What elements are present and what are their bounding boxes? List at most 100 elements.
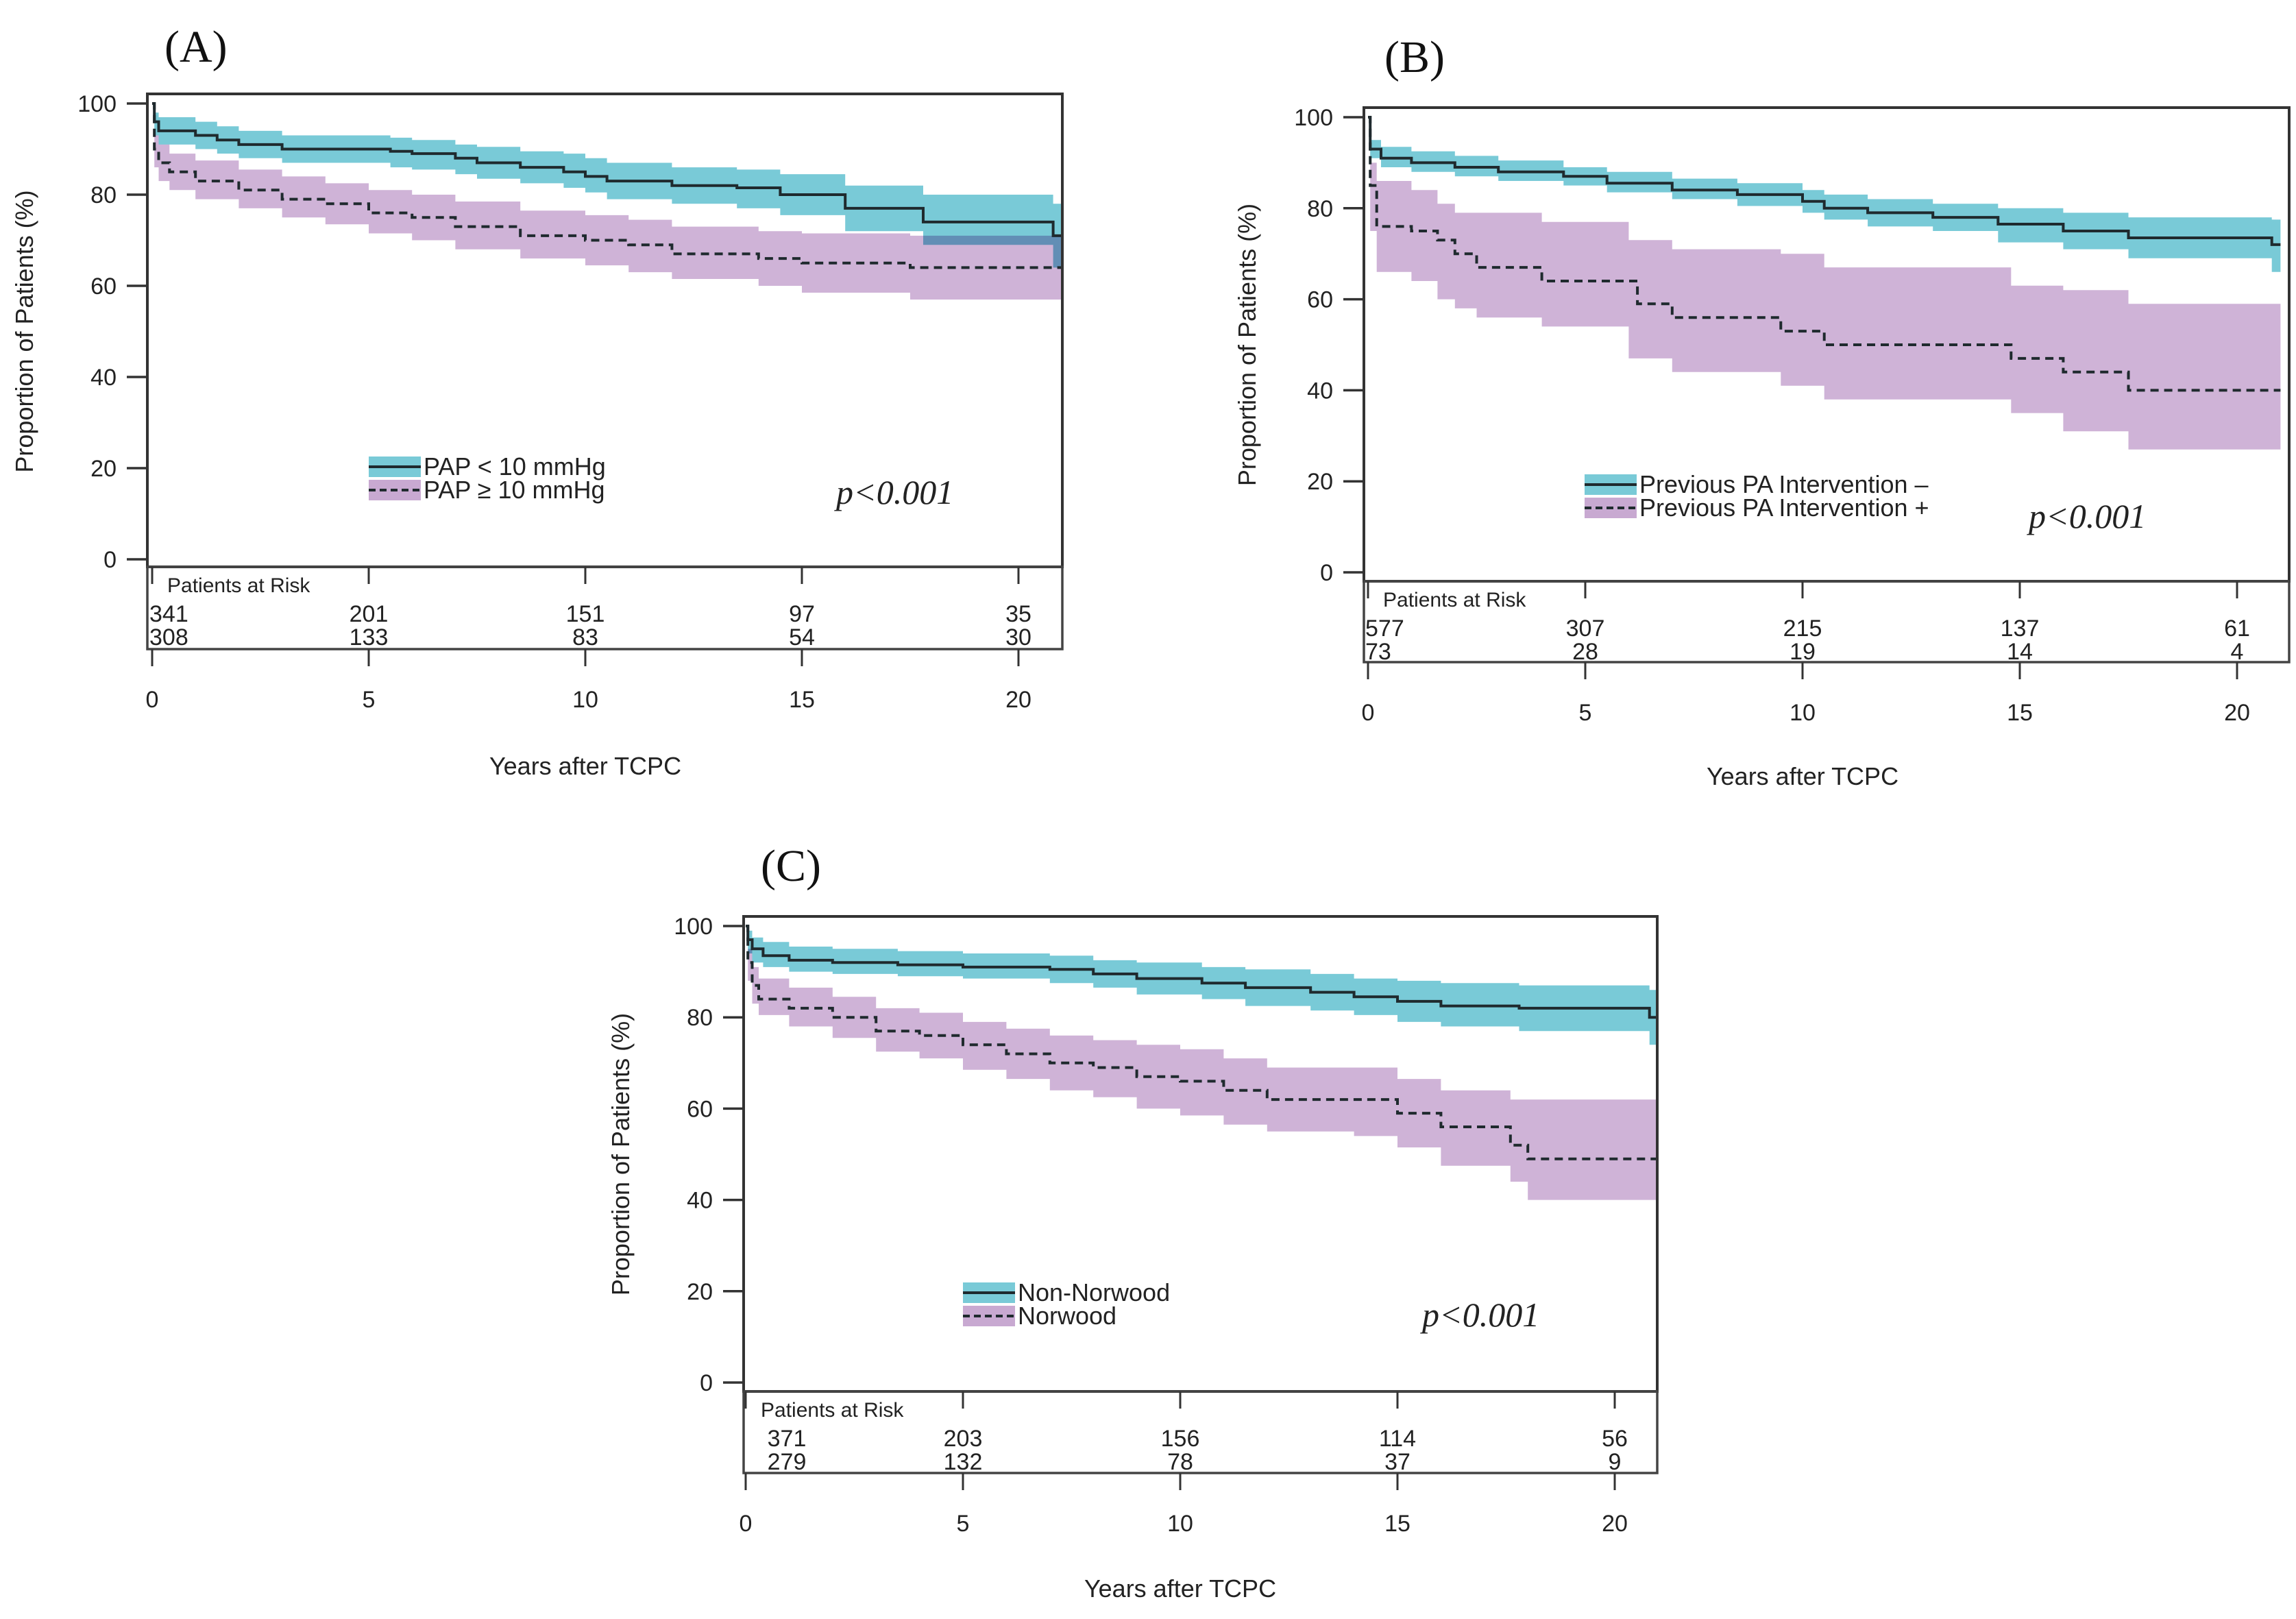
risk-table-title: Patients at Risk [167, 574, 310, 597]
plot-area [1368, 116, 2281, 450]
legend: Previous PA Intervention –Previous PA In… [1585, 470, 1929, 522]
p-value: p<0.001 [834, 473, 953, 511]
y-tick-label: 80 [687, 1005, 713, 1031]
risk-count: 14 [2007, 639, 2033, 665]
x-axis-title: Years after TCPC [489, 752, 681, 780]
ci-band-1 [152, 104, 1062, 268]
legend-label-1: Non-Norwood [1018, 1278, 1170, 1306]
x-tick-label: 20 [1602, 1511, 1628, 1537]
risk-count: 4 [2231, 639, 2244, 665]
ci-band-1 [746, 926, 1657, 1045]
risk-count: 83 [572, 624, 598, 650]
x-tick-label: 0 [740, 1511, 753, 1537]
ci-band-2 [152, 104, 1062, 300]
x-tick-label: 15 [1384, 1511, 1410, 1537]
x-tick-label: 15 [789, 687, 815, 713]
risk-count: 54 [789, 624, 815, 650]
y-tick-label: 80 [1307, 196, 1333, 222]
y-tick-label: 80 [90, 182, 117, 208]
survival-line-2 [1368, 116, 2281, 392]
legend-label-2: PAP ≥ 10 mmHg [424, 476, 605, 504]
legend-label-2: Previous PA Intervention + [1639, 494, 1929, 522]
risk-count: 78 [1167, 1449, 1193, 1475]
survival-line-1 [1368, 116, 2281, 246]
y-tick-label: 20 [687, 1279, 713, 1305]
panel-label: (A) [164, 22, 228, 72]
legend-label-1: PAP < 10 mmHg [424, 452, 606, 480]
y-tick-label: 60 [90, 273, 117, 300]
risk-table-frame [1363, 580, 2291, 664]
risk-table-title: Patients at Risk [1383, 589, 1526, 611]
x-tick-label: 15 [2007, 700, 2033, 726]
y-tick-label: 20 [1307, 469, 1333, 495]
survival-line-2 [746, 925, 1657, 1160]
legend-label-2: Norwood [1018, 1302, 1116, 1330]
ci-band-1 [1368, 117, 2281, 272]
risk-count: 203 [944, 1426, 983, 1452]
risk-count: 73 [1365, 639, 1391, 665]
x-tick-label: 20 [2224, 700, 2250, 726]
y-tick-label: 20 [90, 456, 117, 482]
x-tick-label: 0 [146, 687, 159, 713]
risk-count: 371 [768, 1426, 807, 1452]
x-axis-title: Years after TCPC [1707, 762, 1898, 790]
risk-count: 132 [944, 1449, 983, 1475]
survival-line-1 [746, 925, 1657, 1019]
risk-count: 9 [1609, 1449, 1622, 1475]
risk-count: 133 [350, 624, 389, 650]
p-value: p<0.001 [2027, 497, 2146, 535]
y-tick-label: 60 [687, 1096, 713, 1122]
y-tick-label: 0 [1320, 560, 1333, 586]
y-axis-title: Proportion of Patients (%) [1233, 204, 1261, 486]
risk-count: 114 [1379, 1426, 1416, 1452]
x-tick-label: 10 [572, 687, 598, 713]
x-tick-label: 10 [1167, 1511, 1193, 1537]
risk-count: 30 [1005, 624, 1031, 650]
x-tick-label: 5 [957, 1511, 970, 1537]
risk-count: 37 [1384, 1449, 1410, 1475]
risk-count: 308 [149, 624, 188, 650]
x-axis-title: Years after TCPC [1084, 1574, 1276, 1603]
risk-count: 215 [1783, 616, 1822, 642]
y-axis-title: Proportion of Patients (%) [607, 1013, 635, 1295]
risk-count: 151 [566, 601, 605, 627]
y-tick-label: 40 [90, 365, 117, 391]
x-tick-label: 10 [1790, 700, 1816, 726]
risk-count: 28 [1572, 639, 1598, 665]
y-tick-label: 100 [674, 914, 713, 940]
risk-count: 56 [1602, 1426, 1628, 1452]
ci-band-2 [1368, 117, 2281, 450]
risk-count: 35 [1005, 601, 1031, 627]
survival-line-1 [152, 102, 1062, 237]
y-tick-label: 100 [1294, 105, 1333, 131]
risk-count: 341 [149, 601, 188, 627]
x-tick-label: 5 [1579, 700, 1592, 726]
risk-count: 577 [1365, 616, 1404, 642]
risk-table-title: Patients at Risk [761, 1399, 904, 1422]
risk-count: 61 [2224, 616, 2250, 642]
legend-label-1: Previous PA Intervention – [1639, 470, 1929, 498]
risk-count: 97 [789, 601, 815, 627]
x-tick-label: 5 [363, 687, 376, 713]
x-tick-label: 0 [1362, 700, 1375, 726]
risk-count: 137 [2001, 616, 2040, 642]
risk-count: 307 [1566, 616, 1605, 642]
y-tick-label: 40 [1307, 378, 1333, 404]
y-tick-label: 60 [1307, 287, 1333, 313]
panel-label: (B) [1384, 32, 1445, 82]
y-tick-label: 100 [77, 91, 117, 117]
survival-line-2 [152, 102, 1062, 269]
x-tick-label: 20 [1005, 687, 1031, 713]
risk-table-frame [146, 565, 1064, 650]
risk-count: 201 [350, 601, 389, 627]
y-tick-label: 0 [103, 547, 117, 573]
plot-area [152, 102, 1062, 300]
risk-count: 156 [1161, 1426, 1200, 1452]
panel-label: (C) [761, 841, 821, 891]
p-value: p<0.001 [1420, 1295, 1539, 1334]
